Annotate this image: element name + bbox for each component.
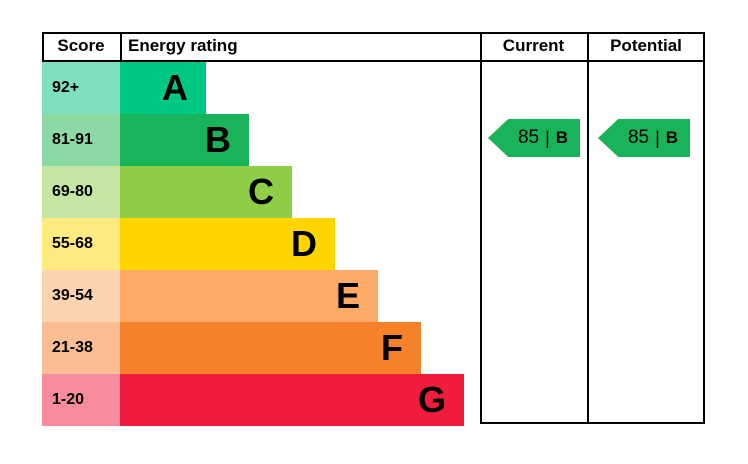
band-bar: B (120, 114, 249, 166)
band-bar: A (120, 62, 206, 114)
band-bar: D (120, 218, 335, 270)
grid-line-left (42, 32, 44, 62)
band-score-label: 55-68 (42, 218, 120, 270)
current-rating-separator: | (545, 127, 550, 148)
band-row: 92+ A (42, 62, 480, 114)
grid-line-bottom (480, 422, 705, 424)
band-bar: G (120, 374, 464, 426)
grid-line-current-left (480, 32, 482, 424)
band-letter: D (291, 223, 317, 264)
current-rating-value: 85 (517, 127, 540, 148)
potential-rating-arrow: 85 | B (598, 119, 690, 157)
header-potential-label: Potential (610, 36, 682, 55)
band-score-label: 1-20 (42, 374, 120, 426)
band-row: 39-54 E (42, 270, 480, 322)
grid-line-score-divider (120, 32, 122, 62)
band-bar: F (120, 322, 421, 374)
potential-rating-separator: | (655, 127, 660, 148)
band-row: 81-91 B (42, 114, 480, 166)
band-row: 21-38 F (42, 322, 480, 374)
band-letter: F (381, 327, 403, 368)
band-row: 1-20 G (42, 374, 480, 426)
header-current-label: Current (502, 36, 565, 55)
header-score-label: Score (57, 36, 105, 55)
epc-rating-chart: Score Energy rating Current Potential 92… (42, 32, 705, 426)
band-letter: A (162, 67, 188, 108)
band-bar: C (120, 166, 292, 218)
band-rows: 92+ A 81-91 B 69-80 C 55-68 D 39-54 E 21… (42, 62, 480, 426)
potential-rating-letter: B (665, 128, 679, 147)
grid-line-header-bottom (42, 60, 705, 62)
band-letter: E (335, 275, 360, 316)
band-letter: C (248, 171, 274, 212)
current-rating-letter: B (555, 128, 569, 147)
band-score-label: 69-80 (42, 166, 120, 218)
band-score-label: 81-91 (42, 114, 120, 166)
band-row: 69-80 C (42, 166, 480, 218)
band-letter: B (205, 119, 231, 160)
grid-line-top (42, 32, 705, 34)
band-score-label: 92+ (42, 62, 120, 114)
band-score-label: 39-54 (42, 270, 120, 322)
band-bar: E (120, 270, 378, 322)
grid-line-potential-left (587, 32, 589, 424)
potential-rating-value: 85 (627, 127, 650, 148)
band-score-label: 21-38 (42, 322, 120, 374)
grid-line-right (703, 32, 705, 424)
band-letter: G (417, 379, 446, 420)
band-row: 55-68 D (42, 218, 480, 270)
current-rating-arrow: 85 | B (488, 119, 580, 157)
header-rating-label: Energy rating (128, 36, 238, 55)
